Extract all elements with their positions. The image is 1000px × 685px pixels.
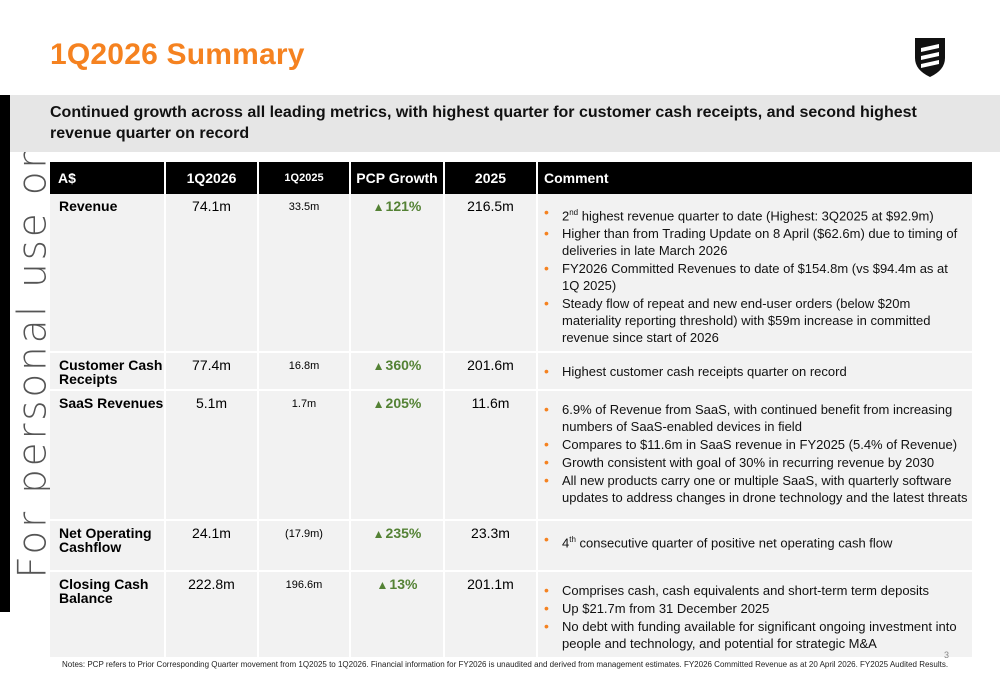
- value-1q2026: 5.1m: [165, 390, 259, 522]
- metric-label: SaaS Revenues: [50, 390, 166, 522]
- comment-cell: 4th consecutive quarter of positive net …: [537, 520, 972, 573]
- list-item: Steady flow of repeat and new end-user o…: [544, 295, 968, 346]
- value-2025: 11.6m: [444, 390, 538, 522]
- comment-cell: 2nd highest revenue quarter to date (Hig…: [537, 194, 972, 354]
- growth-cell: ▲205%: [350, 390, 445, 522]
- value-1q2026: 77.4m: [165, 352, 259, 392]
- growth-value: 235%: [385, 525, 422, 542]
- header-1q2025: 1Q2025: [258, 162, 351, 194]
- up-triangle-icon: ▲: [372, 200, 385, 214]
- value-2025: 201.6m: [444, 352, 538, 392]
- left-accent-bar: [0, 95, 10, 612]
- table-row-customer-cash-receipts: Customer Cash Receipts 77.4m 16.8m ▲360%…: [50, 352, 972, 392]
- up-triangle-icon: ▲: [372, 359, 385, 374]
- value-1q2025: 196.6m: [258, 571, 351, 660]
- comment-cell: 6.9% of Revenue from SaaS, with continue…: [537, 390, 972, 522]
- list-item: Growth consistent with goal of 30% in re…: [544, 454, 968, 471]
- up-triangle-icon: ▲: [372, 527, 385, 542]
- list-item: Up $21.7m from 31 December 2025: [544, 600, 968, 617]
- list-item: Comprises cash, cash equivalents and sho…: [544, 582, 968, 599]
- header-comment: Comment: [537, 162, 972, 194]
- list-item: Higher than from Trading Update on 8 Apr…: [544, 225, 968, 259]
- value-1q2025: 33.5m: [258, 194, 351, 354]
- growth-cell: ▲360%: [350, 352, 445, 392]
- metric-label: Customer Cash Receipts: [50, 352, 166, 392]
- table-row-revenue: Revenue 74.1m 33.5m ▲121% 216.5m 2nd hig…: [50, 194, 972, 354]
- subtitle-banner: [10, 95, 1000, 152]
- list-item: Highest customer cash receipts quarter o…: [544, 363, 968, 380]
- list-item: 2nd highest revenue quarter to date (Hig…: [544, 204, 968, 224]
- value-1q2025: 16.8m: [258, 352, 351, 392]
- value-1q2025: (17.9m): [258, 520, 351, 573]
- subtitle: Continued growth across all leading metr…: [50, 104, 917, 142]
- watermark: For personal use only: [10, 101, 56, 579]
- growth-cell: ▲13%: [350, 571, 445, 660]
- up-triangle-icon: ▲: [372, 397, 385, 412]
- comment-list: 6.9% of Revenue from SaaS, with continue…: [538, 395, 972, 511]
- value-1q2026: 24.1m: [165, 520, 259, 573]
- value-2025: 23.3m: [444, 520, 538, 573]
- table-row-saas-revenues: SaaS Revenues 5.1m 1.7m ▲205% 11.6m 6.9%…: [50, 390, 972, 522]
- page-number: 3: [944, 650, 950, 660]
- list-item: FY2026 Committed Revenues to date of $15…: [544, 260, 968, 294]
- list-item: Compares to $11.6m in SaaS revenue in FY…: [544, 436, 968, 453]
- header-currency: A$: [50, 162, 166, 194]
- list-item: 6.9% of Revenue from SaaS, with continue…: [544, 401, 968, 435]
- table-row-closing-cash-balance: Closing Cash Balance 222.8m 196.6m ▲13% …: [50, 571, 972, 660]
- metric-label: Closing Cash Balance: [50, 571, 166, 660]
- comment-list: 4th consecutive quarter of positive net …: [538, 525, 972, 556]
- growth-cell: ▲121%: [350, 194, 445, 354]
- comment-list: Highest customer cash receipts quarter o…: [538, 357, 972, 385]
- header-1q2026: 1Q2026: [165, 162, 259, 194]
- header-pcp-growth: PCP Growth: [350, 162, 445, 194]
- metric-label: Net Operating Cashflow: [50, 520, 166, 573]
- metric-label: Revenue: [50, 194, 166, 354]
- table-header-row: A$ 1Q2026 1Q2025 PCP Growth 2025 Comment: [50, 162, 972, 194]
- growth-value: 360%: [385, 357, 422, 374]
- value-1q2026: 222.8m: [165, 571, 259, 660]
- value-1q2025: 1.7m: [258, 390, 351, 522]
- growth-value: 121%: [385, 198, 422, 214]
- shield-logo-icon: [915, 38, 945, 77]
- comment-cell: Highest customer cash receipts quarter o…: [537, 352, 972, 392]
- value-2025: 216.5m: [444, 194, 538, 354]
- value-2025: 201.1m: [444, 571, 538, 660]
- page-title: 1Q2026 Summary: [50, 38, 305, 71]
- comment-list: Comprises cash, cash equivalents and sho…: [538, 576, 972, 657]
- list-item: All new products carry one or multiple S…: [544, 472, 968, 506]
- table-row-net-operating-cashflow: Net Operating Cashflow 24.1m (17.9m) ▲23…: [50, 520, 972, 573]
- comment-cell: Comprises cash, cash equivalents and sho…: [537, 571, 972, 660]
- growth-value: 13%: [389, 576, 418, 593]
- summary-table: A$ 1Q2026 1Q2025 PCP Growth 2025 Comment…: [50, 162, 972, 660]
- comment-list: 2nd highest revenue quarter to date (Hig…: [538, 198, 972, 351]
- growth-cell: ▲235%: [350, 520, 445, 573]
- footnotes: Notes: PCP refers to Prior Corresponding…: [62, 660, 949, 669]
- list-item: No debt with funding available for signi…: [544, 618, 968, 652]
- value-1q2026: 74.1m: [165, 194, 259, 354]
- list-item: 4th consecutive quarter of positive net …: [544, 531, 968, 551]
- growth-value: 205%: [385, 395, 422, 412]
- up-triangle-icon: ▲: [376, 578, 389, 593]
- header-2025: 2025: [444, 162, 538, 194]
